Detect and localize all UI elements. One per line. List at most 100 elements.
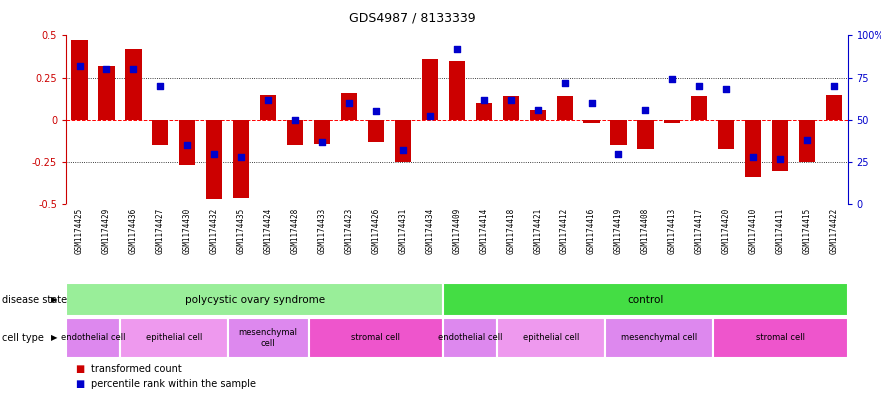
Point [504,96,518,103]
Text: GSM1174425: GSM1174425 [75,208,84,254]
Text: GSM1174416: GSM1174416 [587,208,596,254]
Bar [664,120,680,123]
Bar [368,120,384,142]
Text: GSM1174433: GSM1174433 [317,208,327,254]
Text: GSM1174420: GSM1174420 [722,208,730,254]
Text: GSM1174422: GSM1174422 [830,208,839,254]
Bar [448,61,465,120]
Text: GSM1174435: GSM1174435 [237,208,246,254]
Bar [66,318,120,358]
Bar [120,318,228,358]
Bar [395,120,411,162]
Point [800,137,814,143]
Bar [152,120,168,145]
Text: GSM1174414: GSM1174414 [479,208,488,254]
Bar [125,49,142,120]
Point [342,100,356,106]
Text: GSM1174424: GSM1174424 [263,208,273,254]
Point [72,62,86,69]
Point [153,83,167,89]
Bar [611,120,626,145]
Text: GSM1174423: GSM1174423 [344,208,353,254]
Bar [443,283,848,316]
Text: GSM1174421: GSM1174421 [533,208,542,254]
Text: GSM1174408: GSM1174408 [640,208,650,254]
Text: GSM1174411: GSM1174411 [775,208,785,254]
Text: GSM1174430: GSM1174430 [183,208,192,254]
Text: GSM1174436: GSM1174436 [129,208,138,254]
Text: GDS4987 / 8133339: GDS4987 / 8133339 [350,12,476,25]
Text: GSM1174417: GSM1174417 [695,208,704,254]
Point [315,139,329,145]
Text: GSM1174418: GSM1174418 [507,208,515,254]
Point [827,83,841,89]
Text: mesenchymal
cell: mesenchymal cell [239,328,298,348]
Bar [718,120,735,149]
Point [449,46,463,52]
Point [100,66,114,72]
Text: GSM1174419: GSM1174419 [614,208,623,254]
Text: stromal cell: stromal cell [352,334,401,342]
Point [423,113,437,119]
Bar [557,96,573,120]
Text: epithelial cell: epithelial cell [145,334,202,342]
Point [396,147,410,153]
Point [261,96,275,103]
Bar [228,318,308,358]
Bar [443,318,497,358]
Bar [692,96,707,120]
Text: polycystic ovary syndrome: polycystic ovary syndrome [185,295,325,305]
Text: transformed count: transformed count [91,364,181,375]
Bar [314,120,330,143]
Text: mesenchymal cell: mesenchymal cell [621,334,697,342]
Point [746,154,760,160]
Point [530,107,544,113]
Bar [772,120,788,171]
Bar [308,318,443,358]
Point [611,151,626,157]
Point [558,79,572,86]
Point [584,100,598,106]
Bar [179,120,196,165]
Bar [713,318,848,358]
Text: GSM1174415: GSM1174415 [803,208,811,254]
Text: ▶: ▶ [51,334,57,342]
Text: GSM1174409: GSM1174409 [452,208,462,254]
Point [234,154,248,160]
Text: percentile rank within the sample: percentile rank within the sample [91,379,255,389]
Text: GSM1174429: GSM1174429 [102,208,111,254]
Bar [260,94,277,120]
Text: GSM1174428: GSM1174428 [291,208,300,254]
Text: stromal cell: stromal cell [756,334,804,342]
Point [774,156,788,162]
Bar [502,96,519,120]
Bar [287,120,303,145]
Point [288,117,302,123]
Point [181,142,195,148]
Text: GSM1174432: GSM1174432 [210,208,218,254]
Text: control: control [627,295,663,305]
Text: GSM1174431: GSM1174431 [398,208,407,254]
Text: GSM1174413: GSM1174413 [668,208,677,254]
Bar [422,59,438,120]
Point [477,96,491,103]
Bar [341,93,357,120]
Text: ▶: ▶ [51,295,57,304]
Bar [66,283,443,316]
Bar [71,40,87,120]
Text: ■: ■ [75,364,84,375]
Text: GSM1174412: GSM1174412 [560,208,569,254]
Text: ■: ■ [75,379,84,389]
Text: GSM1174427: GSM1174427 [156,208,165,254]
Point [639,107,653,113]
Bar [497,318,605,358]
Point [692,83,707,89]
Bar [605,318,713,358]
Bar [99,66,115,120]
Text: GSM1174434: GSM1174434 [426,208,434,254]
Text: disease state: disease state [2,295,67,305]
Point [126,66,140,72]
Bar [233,120,249,198]
Point [665,76,679,83]
Text: GSM1174410: GSM1174410 [749,208,758,254]
